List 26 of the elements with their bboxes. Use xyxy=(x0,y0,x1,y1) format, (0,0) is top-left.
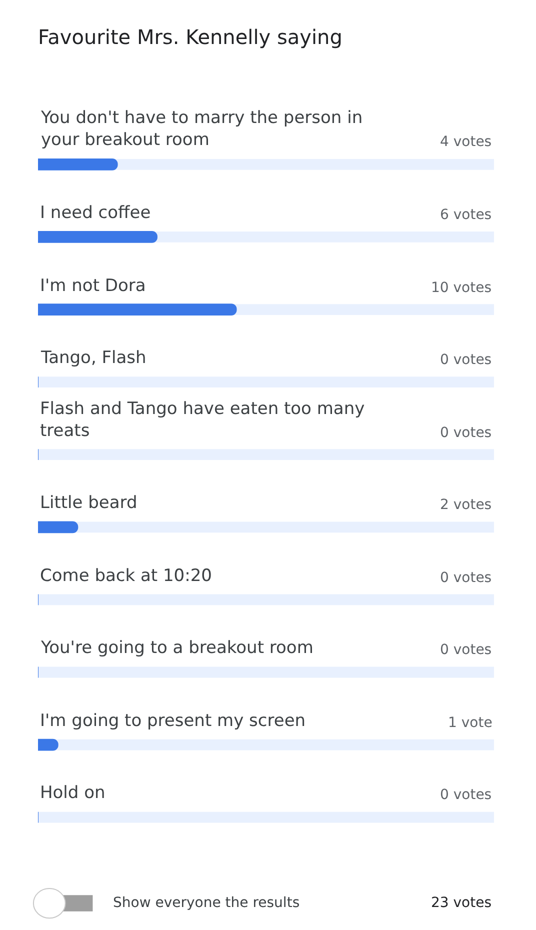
text: 23 votes xyxy=(431,895,492,911)
chart-title: Favourite Mrs. Kennelly saying xyxy=(38,25,342,49)
data-label: 0 votes xyxy=(440,787,492,803)
y-tick-label: Hold on xyxy=(40,783,106,803)
y-tick-label: You don't have to marry the person in your breakout room xyxy=(40,108,363,150)
y-tick-label: I'm not Dora xyxy=(40,276,146,296)
data-label: 0 votes xyxy=(440,570,492,586)
data-label: 2 votes xyxy=(440,497,492,513)
data-label: 6 votes xyxy=(440,207,492,223)
data-label: 1 vote xyxy=(448,715,492,731)
y-tick-label: I'm going to present my screen xyxy=(40,711,306,731)
bar xyxy=(38,158,118,170)
y-tick-label: Little beard xyxy=(40,493,138,513)
y-tick-label: Come back at 10:20 xyxy=(40,566,212,586)
data-label: 0 votes xyxy=(440,352,492,368)
y-tick-label: Flash and Tango have eaten too many treats xyxy=(40,399,365,442)
y-tick-label: I need coffee xyxy=(40,203,151,223)
text: Show everyone the results xyxy=(113,895,300,911)
y-tick-label: Tango, Flash xyxy=(40,348,146,368)
data-label: 10 votes xyxy=(431,280,492,296)
data-label: 4 votes xyxy=(440,134,492,150)
y-tick-label: You're going to a breakout room xyxy=(40,638,314,658)
bar xyxy=(38,738,58,751)
bar xyxy=(38,521,78,534)
data-label: 0 votes xyxy=(440,642,492,658)
data-label: 0 votes xyxy=(440,425,492,441)
